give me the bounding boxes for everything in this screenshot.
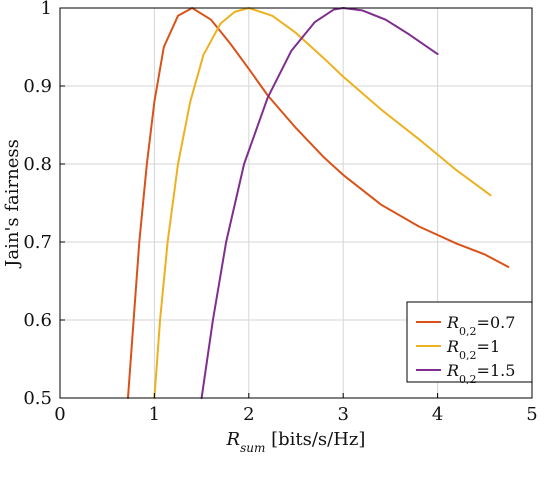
series-line-3 [200,7,439,399]
legend-subscript: 0,2 [459,325,477,338]
x-tick-label: 0 [54,404,65,425]
x-label-symbol: R [226,429,241,450]
axes [59,7,533,399]
x-axis-label: Rsum [bits/s/Hz] [226,429,366,455]
legend-label-1: R0,2=0.7 [446,313,515,338]
x-label-subscript: sum [240,441,265,455]
legend-box [406,301,533,383]
y-tick-label: 0.7 [23,232,52,253]
legend-symbol: R [446,337,459,356]
plot-frame [59,7,533,399]
legend-subscript: 0,2 [459,349,477,362]
series-line-1 [126,7,510,399]
y-tick-label: 0.6 [23,310,52,331]
legend-value: =0.7 [477,313,516,332]
x-tick-label: 5 [526,404,537,425]
x-tick-label: 3 [337,404,348,425]
legend: R0,2=0.7R0,2=1R0,2=1.5 [406,301,533,386]
x-tick-label: 1 [149,404,160,425]
legend-subscript: 0,2 [459,373,477,386]
y-tick-label: 0.8 [23,154,52,175]
x-tick-label: 4 [432,404,443,425]
y-tick-label: 1 [41,0,52,19]
legend-label-2: R0,2=1 [446,337,500,362]
tick-labels: 0 1 2 3 4 5 0.5 0.6 0.7 0.8 0.9 1 [23,0,537,425]
y-axis-label: Jain's fairness [2,139,23,269]
legend-symbol: R [446,361,459,380]
x-tick-label: 2 [243,404,254,425]
legend-value: =1.5 [477,361,516,380]
y-tick-label: 0.9 [23,76,52,97]
y-tick-label: 0.5 [23,388,52,409]
x-label-unit: [bits/s/Hz] [265,429,365,450]
legend-value: =1 [477,337,501,356]
legend-symbol: R [446,313,459,332]
legend-label-3: R0,2=1.5 [446,361,515,386]
